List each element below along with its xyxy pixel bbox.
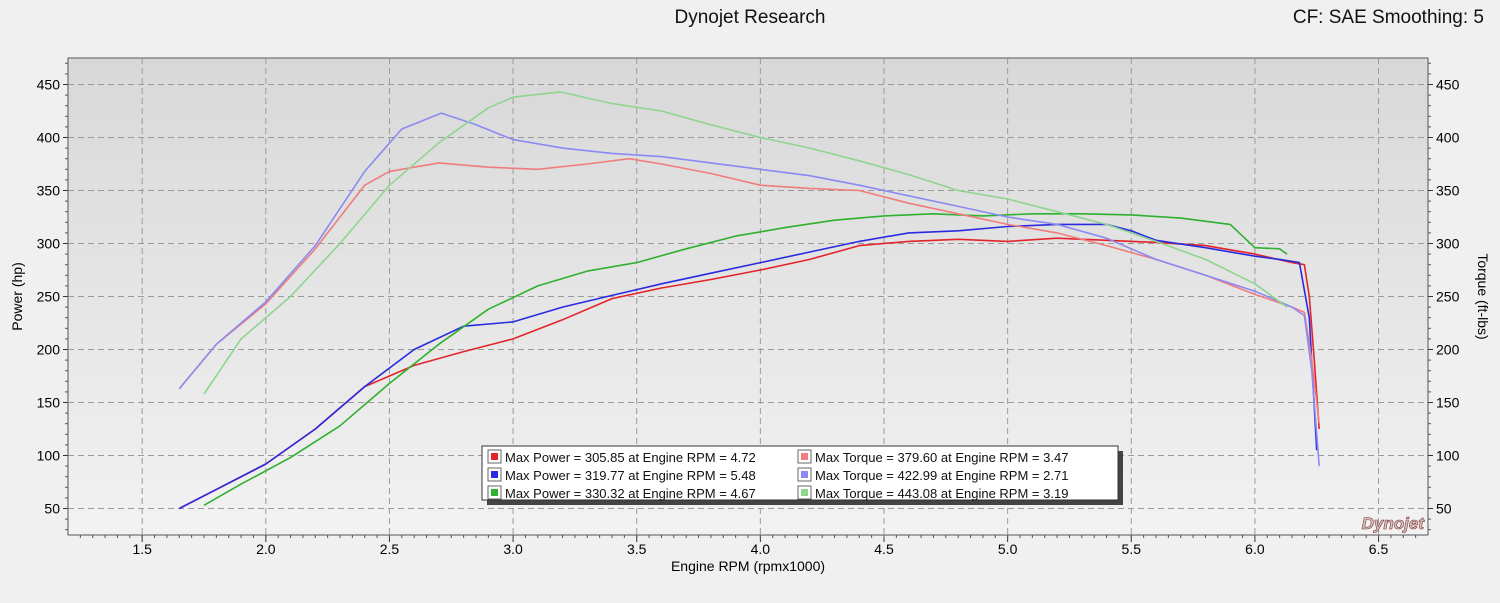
x-tick-label: 6.0 bbox=[1245, 541, 1265, 557]
series-line-torque-4 bbox=[178, 112, 1320, 467]
legend-entry: Max Power = 319.77 at Engine RPM = 5.48 bbox=[505, 468, 756, 483]
legend-swatch bbox=[491, 489, 498, 496]
chart-title: Dynojet Research bbox=[674, 7, 826, 28]
legend-swatch bbox=[801, 489, 808, 496]
data-series bbox=[178, 91, 1320, 510]
legend-swatch bbox=[491, 453, 498, 460]
y-axis-right-label: Torque (ft-lbs) bbox=[1475, 253, 1491, 339]
y-tick-label-right: 450 bbox=[1436, 77, 1460, 93]
y-tick-label: 450 bbox=[37, 77, 61, 93]
series-line-torque-3 bbox=[178, 157, 1320, 424]
legend-entry: Max Torque = 379.60 at Engine RPM = 3.47 bbox=[815, 450, 1068, 465]
y-tick-label: 350 bbox=[37, 183, 61, 199]
y-tick-label-right: 400 bbox=[1436, 130, 1460, 146]
x-tick-label: 3.0 bbox=[503, 541, 523, 557]
legend-entry: Max Power = 330.32 at Engine RPM = 4.67 bbox=[505, 486, 756, 501]
y-tick-label-right: 50 bbox=[1436, 501, 1452, 517]
series-line-torque-5 bbox=[203, 91, 1288, 395]
y-tick-label-right: 150 bbox=[1436, 395, 1460, 411]
x-tick-label: 5.5 bbox=[1122, 541, 1142, 557]
x-tick-label: 3.5 bbox=[627, 541, 647, 557]
correction-smoothing-label: CF: SAE Smoothing: 5 bbox=[1292, 7, 1484, 28]
y-tick-label: 250 bbox=[37, 289, 61, 305]
y-tick-label: 100 bbox=[37, 448, 61, 464]
y-axis-left-label: Power (hp) bbox=[9, 262, 25, 330]
x-tick-label: 2.5 bbox=[380, 541, 400, 557]
y-tick-label: 150 bbox=[37, 395, 61, 411]
axes: 50 50 100 100 150 150 200 200 250 250 300 300 350 350… bbox=[37, 62, 1460, 557]
x-axis-label: Engine RPM (rpmx1000) bbox=[671, 558, 825, 574]
dynojet-logo: Dynojet bbox=[1362, 514, 1426, 533]
x-tick-label: 4.5 bbox=[874, 541, 894, 557]
legend-swatch bbox=[801, 471, 808, 478]
x-tick-label: 6.5 bbox=[1369, 541, 1389, 557]
x-tick-label: 2.0 bbox=[256, 541, 276, 557]
legend-entry: Max Torque = 422.99 at Engine RPM = 2.71 bbox=[815, 468, 1068, 483]
legend-entry: Max Torque = 443.08 at Engine RPM = 3.19 bbox=[815, 486, 1068, 501]
y-tick-label: 300 bbox=[37, 236, 61, 252]
y-tick-label: 200 bbox=[37, 342, 61, 358]
legend-swatch bbox=[801, 453, 808, 460]
legend: Max Power = 305.85 at Engine RPM = 4.72 M… bbox=[481, 445, 1123, 505]
y-tick-label-right: 100 bbox=[1436, 448, 1460, 464]
legend-entry: Max Power = 305.85 at Engine RPM = 4.72 bbox=[505, 450, 756, 465]
series-line-power-2 bbox=[203, 213, 1288, 506]
y-tick-label-right: 200 bbox=[1436, 342, 1460, 358]
x-tick-label: 1.5 bbox=[132, 541, 152, 557]
y-tick-label-right: 350 bbox=[1436, 183, 1460, 199]
y-tick-label-right: 300 bbox=[1436, 236, 1460, 252]
y-tick-label: 50 bbox=[44, 501, 60, 517]
x-tick-label: 5.0 bbox=[998, 541, 1018, 557]
y-tick-label-right: 250 bbox=[1436, 289, 1460, 305]
y-tick-label: 400 bbox=[37, 130, 61, 146]
legend-swatch bbox=[491, 471, 498, 478]
series-line-power-1 bbox=[178, 223, 1318, 510]
x-tick-label: 4.0 bbox=[751, 541, 771, 557]
